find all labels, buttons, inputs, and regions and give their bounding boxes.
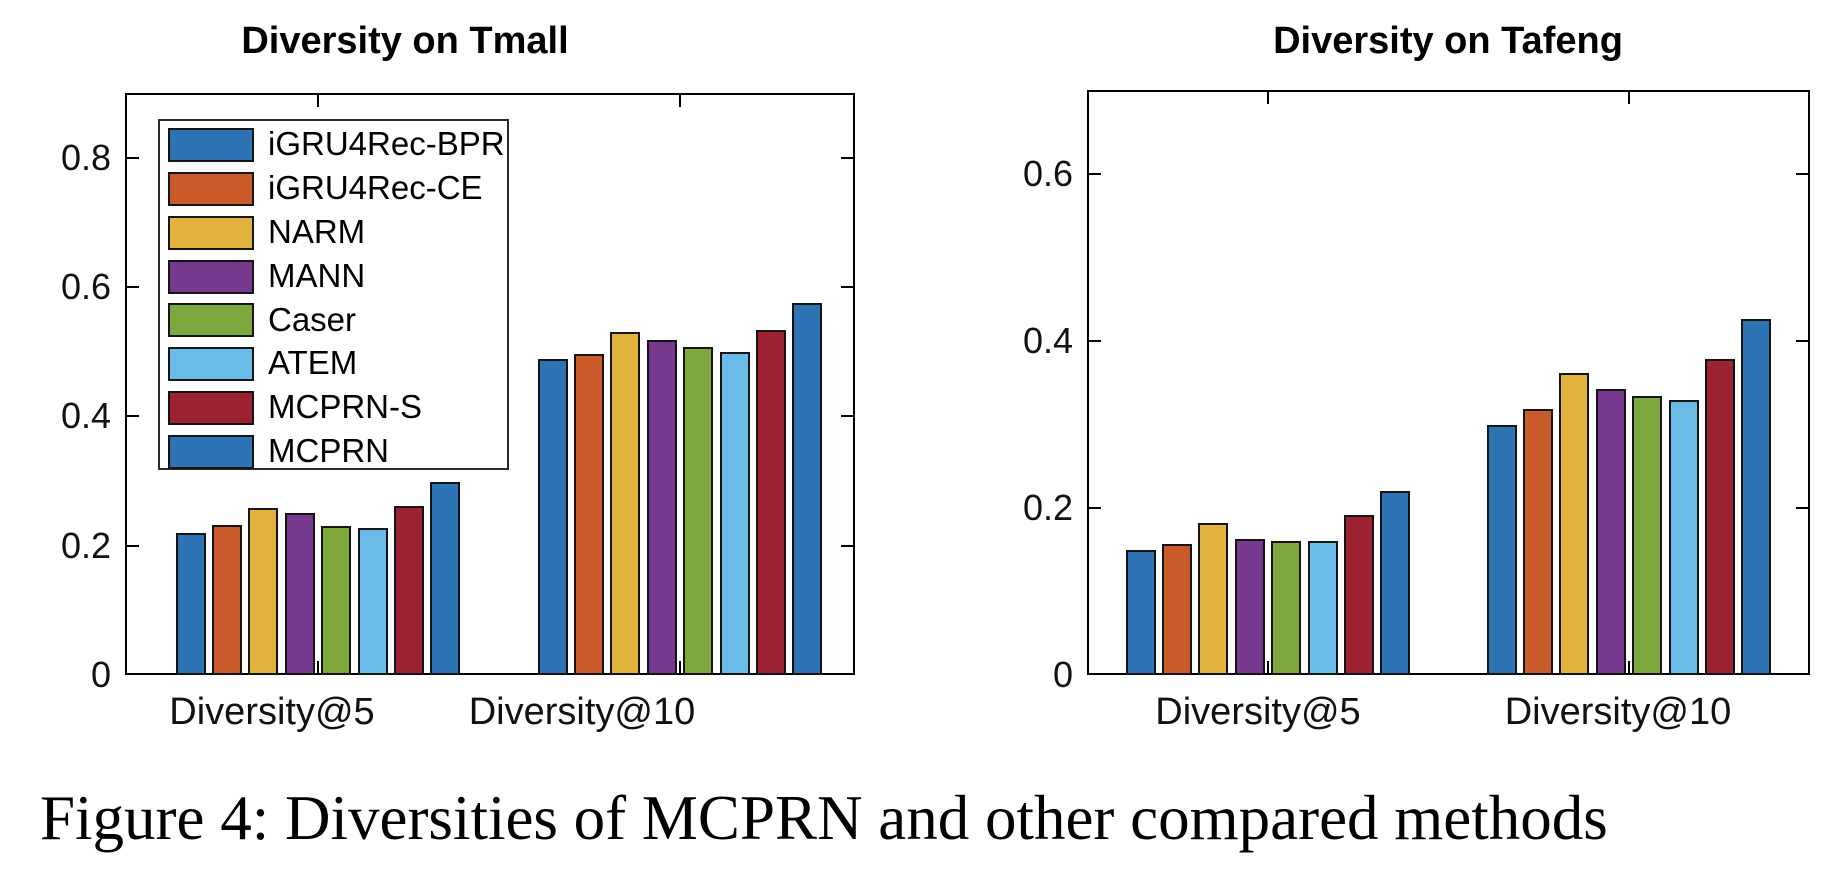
x-category-label: Diversity@5 (169, 691, 375, 733)
bar-mann-cat2 (1595, 389, 1626, 675)
bar-igru4rec-ce-cat1 (212, 524, 243, 675)
y-axis-tick-label: 0 (1052, 654, 1073, 695)
bar-mcprn-s-cat2 (755, 329, 786, 675)
x-axis-tick-top (1267, 92, 1269, 104)
bar-narm-cat2 (610, 332, 641, 675)
legend-label: iGRU4Rec-CE (268, 168, 483, 206)
y-axis-tick-label: 0.2 (1022, 486, 1073, 528)
legend-item: NARM (160, 209, 511, 253)
y-axis-tick (1089, 339, 1101, 342)
bar-mann-cat1 (284, 513, 315, 675)
legend-label: MCPRN (268, 432, 389, 470)
legend-swatch (168, 391, 254, 426)
bar-mcprn-cat2 (792, 302, 823, 675)
bar-igru4rec-bpr-cat2 (537, 359, 568, 675)
bar-narm-cat1 (1198, 522, 1229, 675)
y-axis-tick (1089, 506, 1101, 509)
legend-swatch (168, 127, 254, 162)
bar-mcprn-s-cat2 (1704, 359, 1735, 675)
legend-item: iGRU4Rec-CE (160, 165, 511, 209)
bar-igru4rec-ce-cat1 (1162, 543, 1193, 675)
legend-item: ATEM (160, 340, 511, 384)
bar-mcprn-cat2 (1741, 318, 1772, 675)
chart-title: Diversity on Tafeng (1273, 20, 1623, 62)
x-axis-tick (679, 661, 681, 673)
y-axis-tick-label: 0 (90, 654, 111, 695)
y-axis-tick (1089, 172, 1101, 175)
bar-mann-cat2 (646, 340, 677, 675)
bar-atem-cat1 (1307, 541, 1338, 675)
plot-area (1087, 90, 1810, 675)
bar-igru4rec-bpr-cat2 (1486, 425, 1517, 675)
bar-narm-cat1 (248, 507, 279, 675)
legend-swatch (168, 435, 254, 470)
y-axis-tick-right (1796, 339, 1808, 342)
y-axis-tick (127, 156, 139, 159)
y-axis-tick-right (841, 415, 853, 418)
y-axis-tick (127, 286, 139, 288)
legend-label: ATEM (268, 344, 358, 382)
legend-item: Caser (160, 297, 511, 341)
plot-area (125, 93, 855, 675)
legend-item: MCPRN (160, 428, 511, 472)
chart-title: Diversity on Tmall (241, 20, 569, 62)
y-axis-tick (127, 544, 139, 547)
bar-igru4rec-bpr-cat1 (175, 532, 206, 675)
x-axis-tick (1628, 661, 1630, 673)
y-axis-tick-label: 0.2 (60, 524, 111, 566)
y-axis-tick-right (1796, 172, 1808, 175)
bar-mcprn-cat1 (1380, 491, 1411, 675)
legend-swatch (168, 303, 254, 338)
x-axis-tick-top (679, 95, 681, 107)
y-axis-tick-label: 0.6 (1022, 152, 1073, 194)
legend-item: MCPRN-S (160, 384, 511, 428)
legend-label: iGRU4Rec-BPR (268, 125, 505, 162)
legend-swatch (168, 259, 254, 294)
bar-caser-cat2 (1632, 395, 1663, 675)
bar-mcprn-s-cat1 (393, 506, 424, 675)
bar-igru4rec-ce-cat2 (574, 353, 605, 675)
y-axis-tick-label: 0.4 (1022, 319, 1073, 361)
legend-swatch (168, 171, 254, 206)
legend-label: MCPRN-S (268, 388, 422, 426)
x-category-label: Diversity@5 (1155, 691, 1361, 733)
legend-label: NARM (268, 212, 366, 250)
legend-item: iGRU4Rec-BPR (160, 121, 511, 165)
bar-mcprn-s-cat1 (1343, 515, 1374, 675)
x-category-label: Diversity@10 (1504, 691, 1732, 733)
y-axis-tick-label: 0.6 (60, 266, 111, 307)
x-axis-tick-top (1628, 92, 1630, 104)
bar-narm-cat2 (1559, 373, 1590, 675)
x-axis-tick (1267, 661, 1269, 673)
y-axis-tick-right (841, 156, 853, 159)
y-axis-tick (127, 415, 139, 418)
bar-atem-cat2 (1668, 400, 1699, 675)
bar-caser-cat1 (321, 526, 352, 675)
bar-caser-cat1 (1271, 541, 1302, 675)
y-axis-tick-right (1796, 506, 1808, 509)
bar-atem-cat2 (719, 352, 750, 675)
y-axis-tick-right (841, 544, 853, 547)
bar-mann-cat1 (1234, 538, 1265, 675)
bar-mcprn-cat1 (430, 482, 461, 675)
bar-igru4rec-bpr-cat1 (1125, 549, 1156, 675)
bar-igru4rec-ce-cat2 (1523, 409, 1554, 675)
x-axis-tick (317, 661, 319, 673)
y-axis-tick-label: 0.8 (60, 136, 111, 178)
legend-swatch (168, 347, 254, 382)
legend-item: MANN (160, 253, 511, 297)
x-category-label: Diversity@10 (468, 691, 696, 733)
y-axis-tick-right (841, 286, 853, 288)
legend-label: MANN (268, 256, 366, 294)
bar-atem-cat1 (357, 528, 388, 675)
y-axis-tick-label: 0.4 (60, 395, 111, 437)
legend-swatch (168, 215, 254, 250)
bar-caser-cat2 (683, 347, 714, 675)
legend: iGRU4Rec-BPR iGRU4Rec-CE NARM MANN Caser ATEM… (158, 119, 509, 470)
x-axis-tick-top (317, 95, 319, 107)
figure-caption: Figure 4: Diversities of MCPRN and other… (40, 783, 1608, 853)
legend-label: Caser (268, 300, 357, 338)
